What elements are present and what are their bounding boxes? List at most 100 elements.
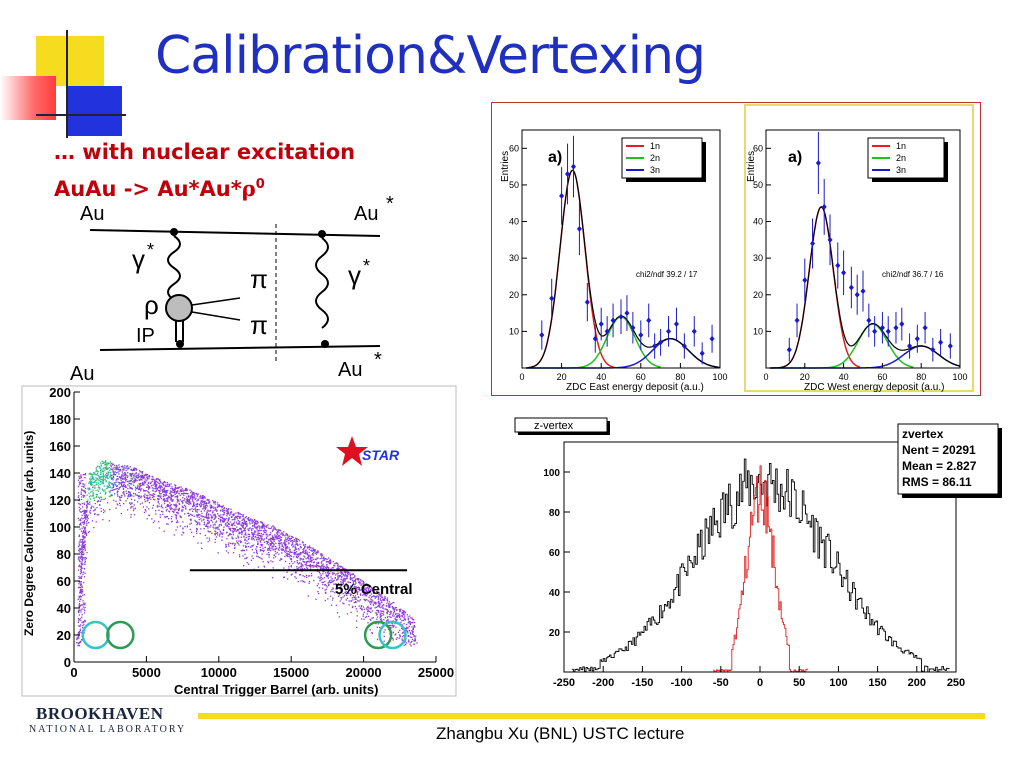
scatter-point: [81, 553, 83, 556]
scatter-point: [286, 540, 288, 543]
scatter-point: [89, 480, 92, 482]
scatter-point: [158, 489, 161, 492]
scatter-point: [170, 495, 172, 497]
scatter-point: [158, 492, 161, 494]
scatter-point: [78, 498, 81, 500]
scatter-point: [299, 566, 301, 568]
scatter-point: [79, 629, 81, 632]
scatter-point: [79, 624, 82, 626]
scatter-point: [308, 545, 311, 547]
scatter-point: [236, 518, 239, 520]
scatter-point: [109, 475, 111, 478]
scatter-point: [301, 567, 303, 570]
scatter-point: [178, 509, 180, 511]
scatter-point: [384, 629, 386, 631]
scatter-point: [254, 521, 257, 523]
scatter-point: [109, 508, 111, 511]
scatter-point: [383, 614, 385, 616]
scatter-point: [81, 503, 83, 505]
scatter-point: [196, 495, 198, 497]
scatter-point: [159, 487, 161, 490]
scatter-point: [78, 618, 80, 621]
scatter-point: [185, 489, 187, 492]
scatter-point: [287, 540, 290, 542]
scatter-point: [122, 484, 125, 486]
scatter-point: [223, 518, 225, 520]
scatter-point: [308, 582, 310, 584]
scatter-point: [174, 508, 176, 510]
scatter-point: [241, 525, 243, 527]
scatter-point: [82, 624, 84, 627]
scatter-point: [82, 546, 84, 548]
scatter-point: [81, 592, 83, 594]
scatter-point: [284, 551, 286, 553]
scatter-point: [405, 627, 407, 630]
scatter-point: [347, 591, 350, 594]
scatter-point: [82, 545, 84, 547]
zdc-west-legend-3n: 3n: [896, 165, 906, 175]
scatter-point: [192, 505, 194, 507]
scatter-point: [112, 483, 114, 485]
scatter-point: [339, 583, 341, 586]
scatter-point: [175, 506, 177, 508]
scatter-point: [337, 574, 339, 576]
scatter-point: [346, 576, 349, 578]
scatter-point: [263, 525, 265, 528]
scatter-point: [127, 509, 129, 511]
scatter-point: [207, 509, 209, 511]
scatter-point: [202, 508, 204, 510]
scatter-point: [156, 477, 158, 480]
zdc-west-data-point: [794, 303, 800, 338]
bnl-logo-subtitle: NATIONAL LABORATORY: [29, 724, 187, 735]
scatter-point: [383, 635, 385, 638]
scatter-point: [275, 538, 277, 540]
scatter-point: [130, 503, 132, 505]
zdc-west-data-point: [860, 270, 866, 312]
scatter-point: [175, 514, 178, 516]
scatter-point: [131, 478, 133, 480]
zdc-east-ytick-label: 20: [509, 290, 519, 300]
scatter-point: [244, 530, 247, 532]
scatter-point: [210, 516, 213, 518]
scatter-point: [262, 533, 265, 535]
scatter-point: [112, 467, 114, 469]
scatter-point: [292, 551, 294, 553]
scatter-point: [316, 564, 319, 567]
scatter-point: [392, 602, 394, 604]
zdc-west-xtick-label: 40: [839, 372, 849, 382]
scatter-point: [332, 597, 334, 599]
scatter-point: [256, 536, 258, 539]
scatter-point: [310, 547, 312, 549]
scatter-point: [262, 550, 265, 553]
scatter-point: [363, 581, 365, 584]
scatter-point: [308, 546, 310, 548]
scatter-point: [377, 599, 379, 601]
subtitle-rho: ρ: [241, 176, 256, 201]
scatter-point: [360, 605, 363, 607]
scatter-point: [197, 493, 199, 495]
scatter-point: [146, 476, 148, 479]
scatter-point: [94, 513, 96, 515]
scatter-point: [212, 521, 214, 523]
scatter-point: [276, 533, 278, 535]
scatter-point: [80, 493, 82, 495]
scatter-point: [396, 609, 398, 611]
scatter-point: [286, 552, 288, 554]
scatter-point: [220, 523, 222, 525]
scatter-point: [273, 538, 275, 540]
scatter-point: [337, 564, 339, 566]
zdc-east-xtick-label: 60: [636, 372, 646, 382]
scatter-point: [80, 488, 83, 490]
scatter-point: [212, 524, 214, 526]
scatter-point: [375, 602, 377, 604]
scatter-point: [272, 528, 275, 530]
scatter-point: [215, 532, 217, 535]
scatter-point: [309, 564, 312, 566]
scatter-point: [360, 618, 363, 620]
scatter-point: [109, 472, 111, 474]
scatter-point: [235, 516, 237, 518]
scatter-point: [219, 535, 221, 537]
scatter-point: [138, 479, 140, 481]
scatter-point: [80, 553, 83, 555]
scatter-point: [80, 568, 82, 571]
